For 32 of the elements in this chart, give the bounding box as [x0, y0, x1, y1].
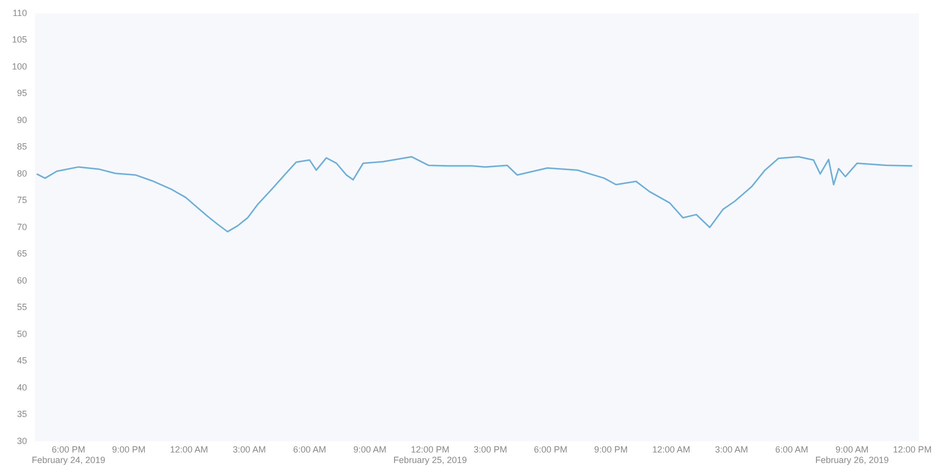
y-tick-label: 85 [17, 142, 28, 152]
y-tick-label: 110 [12, 8, 28, 18]
y-tick-label: 30 [17, 436, 28, 446]
y-tick-label: 95 [17, 88, 28, 98]
x-tick-label: 12:00 AM [170, 444, 208, 454]
y-tick-label: 75 [17, 195, 28, 206]
y-tick-label: 45 [17, 356, 28, 366]
x-tick-label: 6:00 PM [534, 444, 568, 454]
x-tick-label: 12:00 PM February 25, 2019 [393, 444, 467, 466]
y-tick-label: 55 [17, 302, 28, 312]
y-tick-label: 90 [17, 114, 28, 125]
y-tick-label: 80 [17, 168, 28, 178]
x-tick-label: 6:00 AM [775, 444, 808, 454]
x-tick-label: 12:00 AM [652, 444, 690, 454]
x-tick-label: 6:00 PM February 24, 2019 [32, 444, 106, 466]
y-tick-label: 65 [17, 248, 28, 259]
x-tick-label: 6:00 AM [293, 444, 326, 454]
x-tick-label: 3:00 AM [714, 444, 748, 454]
y-tick-label: 60 [17, 275, 28, 286]
y-tick-label: 35 [17, 409, 28, 420]
x-tick-label: 12:00 PM [893, 444, 932, 454]
y-tick-label: 40 [17, 382, 28, 392]
x-tick-label: 9:00 AM [353, 444, 386, 454]
x-tick-label: 9:00 AM February 26, 2019 [815, 444, 889, 466]
y-tick-label: 105 [12, 34, 28, 45]
y-tick-label: 70 [17, 222, 28, 232]
x-tick-label: 3:00 AM [232, 444, 266, 454]
x-tick-label: 9:00 PM [594, 444, 628, 454]
x-tick-label: 9:00 PM [112, 444, 146, 454]
x-tick-label: 3:00 PM [474, 444, 508, 454]
y-tick-label: 50 [17, 328, 28, 339]
y-tick-label: 100 [12, 61, 28, 72]
